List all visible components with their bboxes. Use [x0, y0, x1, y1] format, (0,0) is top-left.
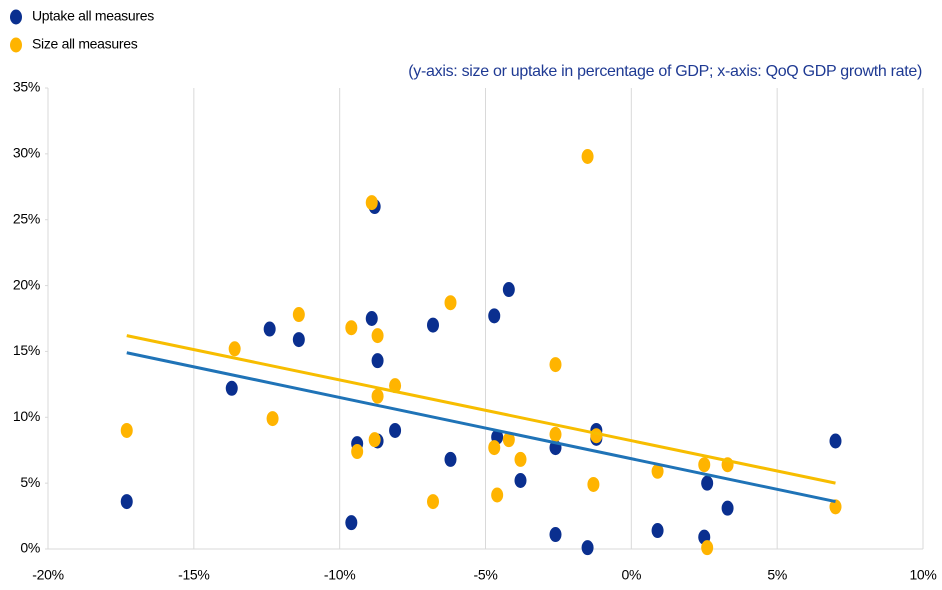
x-tick-label: -15%: [178, 567, 209, 583]
scatter-point: [721, 500, 734, 516]
scatter-point: [120, 494, 133, 510]
scatter-point: [120, 422, 133, 438]
scatter-point: [829, 433, 842, 449]
chart-subtitle: (y-axis: size or uptake in percentage of…: [408, 63, 922, 80]
x-tick-label: 5%: [767, 567, 787, 583]
scatter-point: [292, 332, 305, 348]
scatter-point: [549, 527, 562, 543]
scatter-point: [701, 475, 714, 491]
legend-marker: [10, 9, 22, 25]
scatter-point: [444, 295, 457, 311]
scatter-point: [491, 487, 504, 503]
scatter-point: [549, 426, 562, 442]
scatter-point: [488, 308, 501, 324]
x-tick-label: 0%: [622, 567, 642, 583]
scatter-point: [345, 515, 358, 531]
y-tick-label: 10%: [13, 408, 40, 424]
scatter-point: [701, 540, 714, 556]
scatter-point: [365, 311, 378, 326]
scatter-point: [345, 320, 358, 336]
y-tick-label: 30%: [13, 145, 40, 161]
y-tick-label: 25%: [13, 210, 40, 226]
scatter-point: [368, 432, 381, 448]
scatter-point: [651, 463, 664, 479]
y-tick-label: 0%: [20, 540, 40, 556]
y-tick-label: 35%: [13, 79, 40, 95]
scatter-point: [444, 451, 457, 467]
x-tick-label: -20%: [32, 567, 63, 583]
scatter-point: [587, 476, 600, 492]
scatter-point: [427, 317, 439, 333]
trend-line: [126, 351, 836, 504]
trend-line: [126, 334, 836, 485]
scatter-point: [427, 494, 439, 510]
scatter-point: [651, 523, 664, 539]
legend-label: Uptake all measures: [32, 8, 154, 24]
scatter-point: [549, 357, 562, 373]
scatter-point: [365, 195, 378, 211]
scatter-point: [263, 321, 276, 337]
scatter-point: [698, 457, 711, 473]
scatter-point: [502, 282, 515, 298]
scatter-point: [581, 148, 594, 164]
scatter-point: [829, 499, 842, 515]
legend-label: Size all measures: [32, 36, 138, 52]
scatter-point: [292, 307, 305, 323]
legend-marker: [10, 37, 22, 53]
scatter-point: [351, 444, 364, 460]
scatter-point: [371, 388, 384, 404]
scatter-point: [266, 411, 279, 427]
scatter-point: [225, 380, 238, 396]
scatter-point: [514, 451, 527, 467]
x-tick-label: -10%: [324, 567, 355, 583]
scatter-point: [389, 422, 402, 438]
scatter-point: [371, 353, 384, 369]
x-tick-label: 10%: [909, 567, 936, 583]
y-tick-label: 15%: [13, 342, 40, 358]
scatter-point: [581, 540, 594, 556]
scatter-point: [371, 328, 384, 344]
scatter-point: [228, 341, 241, 357]
y-tick-label: 5%: [20, 474, 40, 490]
y-tick-label: 20%: [13, 276, 40, 292]
scatter-point: [514, 473, 527, 489]
scatter-point: [488, 440, 501, 456]
x-tick-label: -5%: [474, 567, 498, 583]
scatter-point: [502, 432, 515, 448]
